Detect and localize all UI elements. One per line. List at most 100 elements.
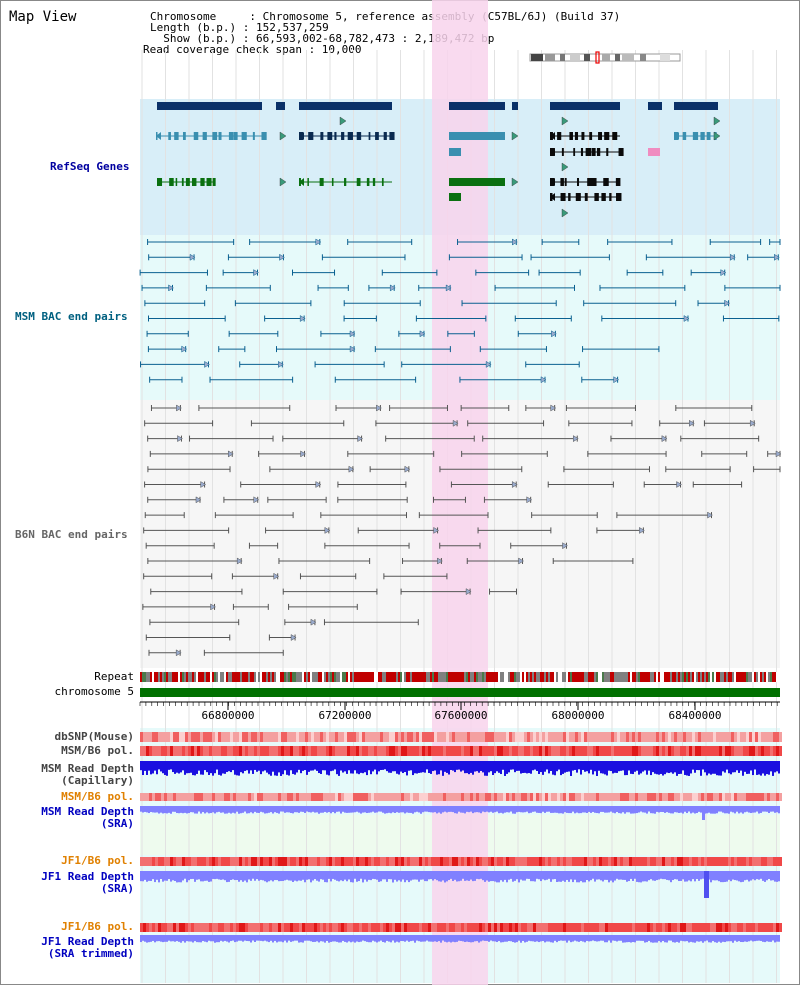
polymorphism-cell [404, 746, 407, 756]
b6n-bac-end-arrow [195, 496, 202, 504]
read-depth-bar [578, 871, 580, 883]
repeat-bar [562, 672, 564, 682]
read-depth-bar [322, 871, 324, 880]
read-depth-bar [594, 871, 596, 882]
polymorphism-cell [374, 923, 377, 932]
polymorphism-cell [767, 923, 770, 932]
track-label-jf1-b6-pol[interactable]: JF1/B6 pol. [61, 854, 134, 867]
polymorphism-cell [389, 793, 392, 801]
polymorphism-cell [440, 923, 443, 932]
read-depth-bar [368, 935, 370, 943]
track-label-refseq[interactable]: RefSeq Genes [50, 160, 130, 173]
polymorphism-cell [659, 923, 662, 932]
polymorphism-cell [548, 923, 551, 932]
read-depth-bar [548, 871, 550, 879]
read-depth-bar [708, 935, 710, 943]
read-depth-bar [446, 871, 448, 882]
read-depth-bar [306, 871, 308, 880]
track-label-msm-bac[interactable]: MSM BAC end pairs [15, 310, 128, 323]
read-depth-bar [420, 806, 422, 814]
repeat-bar [532, 672, 534, 682]
read-depth-bar [218, 935, 220, 943]
read-depth-bar [150, 871, 152, 881]
polymorphism-cell [689, 732, 692, 742]
track-label-msm-b6-pol[interactable]: MSM/B6 pol. [61, 744, 134, 757]
track-label-msm-b6-pol-sra[interactable]: MSM/B6 pol. [61, 790, 134, 803]
polymorphism-cell [623, 746, 626, 756]
polymorphism-cell [452, 857, 455, 866]
polymorphism-cell [470, 793, 473, 801]
read-depth-bar [262, 806, 264, 813]
read-depth-bar [288, 871, 290, 881]
read-depth-bar [524, 806, 526, 813]
read-depth-bar [316, 935, 318, 942]
polymorphism-cell [179, 746, 182, 756]
read-depth-bar [640, 806, 642, 812]
polymorphism-cell [641, 923, 644, 932]
track-label-jf1-depth-trim[interactable]: JF1 Read Depth (SRA trimmed) [41, 936, 134, 960]
b6n-bac-end-arrow [572, 435, 579, 443]
repeat-bar [482, 672, 484, 682]
polymorphism-cell [464, 793, 467, 801]
read-depth-bar [754, 935, 756, 942]
repeat-bar [742, 672, 744, 682]
polymorphism-cell [584, 732, 587, 742]
read-depth-bar [170, 871, 172, 882]
polymorphism-cell [671, 793, 674, 801]
gene-exon [241, 132, 247, 140]
polymorphism-cell [593, 746, 596, 756]
read-depth-bar [406, 806, 408, 813]
polymorphism-cell [734, 732, 737, 742]
polymorphism-cell [254, 923, 257, 932]
read-depth-bar [742, 871, 744, 882]
polymorphism-cell [605, 732, 608, 742]
read-depth-bar [516, 935, 518, 943]
polymorphism-cell [194, 732, 197, 742]
repeat-bar [192, 672, 194, 682]
read-depth-bar [456, 761, 458, 770]
track-label-msm-depth-sra[interactable]: MSM Read Depth (SRA) [41, 806, 134, 830]
read-depth-bar [444, 806, 446, 812]
polymorphism-cell [683, 923, 686, 932]
read-depth-bar [726, 806, 728, 814]
read-depth-bar [484, 806, 486, 813]
polymorphism-cell [650, 732, 653, 742]
read-depth-bar [638, 871, 640, 883]
polymorphism-cell [596, 746, 599, 756]
read-depth-bar [196, 871, 198, 880]
track-label-dbsnp[interactable]: dbSNP(Mouse) [54, 730, 134, 743]
track-label-jf1-depth-sra[interactable]: JF1 Read Depth (SRA) [41, 871, 134, 895]
polymorphism-cell [473, 793, 476, 801]
polymorphism-cell [164, 746, 167, 756]
gene-exon [560, 193, 566, 201]
track-label-msm-depth-capillary[interactable]: MSM Read Depth (Capillary) [41, 763, 134, 787]
track-label-b6n-bac[interactable]: B6N BAC end pairs [15, 528, 128, 541]
read-depth-bar [756, 806, 758, 812]
read-depth-bar [204, 871, 206, 881]
gene-exon [182, 132, 186, 140]
read-depth-bar [230, 761, 232, 773]
read-depth-bar [448, 761, 450, 775]
polymorphism-cell [356, 793, 359, 801]
polymorphism-cell [470, 923, 473, 932]
polymorphism-cell [761, 793, 764, 801]
polymorphism-cell [320, 746, 323, 756]
polymorphism-cell [707, 732, 710, 742]
read-depth-bar [480, 761, 482, 771]
read-depth-bar [352, 806, 354, 813]
read-depth-bar [216, 935, 218, 943]
read-depth-bar [356, 806, 358, 812]
track-label-jf1-b6-pol-trim[interactable]: JF1/B6 pol. [61, 920, 134, 933]
polymorphism-cell [449, 923, 452, 932]
gene-exon [692, 132, 699, 140]
polymorphism-cell [146, 923, 149, 932]
polymorphism-cell [512, 732, 515, 742]
read-depth-bar [484, 935, 486, 941]
gene-exon [372, 178, 376, 186]
repeat-bar [634, 672, 636, 682]
read-depth-bar [150, 806, 152, 812]
read-depth-bar [732, 761, 734, 773]
polymorphism-cell [197, 793, 200, 801]
read-depth-bar [410, 871, 412, 881]
